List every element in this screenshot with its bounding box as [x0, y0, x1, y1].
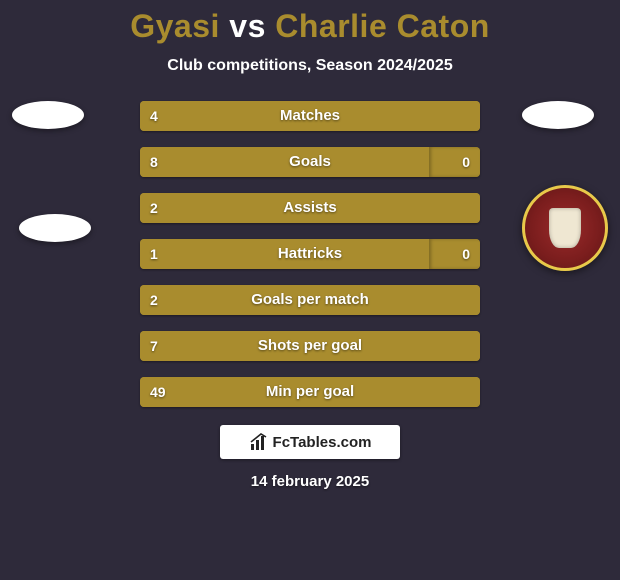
stat-value-right: 0 — [462, 147, 470, 177]
stat-value-left: 1 — [150, 239, 158, 269]
stat-label: Min per goal — [140, 377, 480, 407]
crest-shield-icon — [549, 208, 581, 248]
player1-name: Gyasi — [130, 8, 220, 44]
stat-row: Goals per match2 — [140, 285, 480, 315]
subtitle: Club competitions, Season 2024/2025 — [0, 57, 620, 75]
silhouette-icon — [12, 101, 84, 129]
player1-avatar — [12, 101, 98, 187]
silhouette-icon — [19, 214, 91, 242]
stat-row: Min per goal49 — [140, 377, 480, 407]
stat-value-left: 8 — [150, 147, 158, 177]
stat-row: Goals8 0 — [140, 147, 480, 177]
stat-value-left: 4 — [150, 101, 158, 131]
stat-value-left: 2 — [150, 285, 158, 315]
stat-row: Hattricks1 0 — [140, 239, 480, 269]
stat-bars: Matches4Goals80Assists2Hattricks10Goals … — [140, 101, 480, 407]
stat-value-right: 0 — [462, 239, 470, 269]
stat-row: Assists2 — [140, 193, 480, 223]
chart-area: Matches4Goals80Assists2Hattricks10Goals … — [0, 101, 620, 407]
stat-label: Goals — [140, 147, 480, 177]
player1-club-badge — [12, 185, 98, 271]
stat-value-left: 7 — [150, 331, 158, 361]
vs-text: vs — [229, 8, 266, 44]
player2-avatar — [522, 101, 608, 187]
chart-icon — [249, 432, 269, 452]
footer-logo-text: FcTables.com — [273, 434, 372, 451]
stat-label: Goals per match — [140, 285, 480, 315]
stat-value-left: 2 — [150, 193, 158, 223]
stat-label: Shots per goal — [140, 331, 480, 361]
club-crest-icon — [522, 185, 608, 271]
stat-row: Shots per goal7 — [140, 331, 480, 361]
silhouette-icon — [522, 101, 594, 129]
stat-row: Matches4 — [140, 101, 480, 131]
player2-club-badge — [522, 185, 608, 271]
stat-label: Assists — [140, 193, 480, 223]
comparison-title: Gyasi vs Charlie Caton — [0, 0, 620, 45]
player2-name: Charlie Caton — [275, 8, 490, 44]
footer-logo: FcTables.com — [220, 425, 400, 459]
stat-label: Hattricks — [140, 239, 480, 269]
stat-label: Matches — [140, 101, 480, 131]
stat-value-left: 49 — [150, 377, 166, 407]
footer-date: 14 february 2025 — [0, 473, 620, 490]
